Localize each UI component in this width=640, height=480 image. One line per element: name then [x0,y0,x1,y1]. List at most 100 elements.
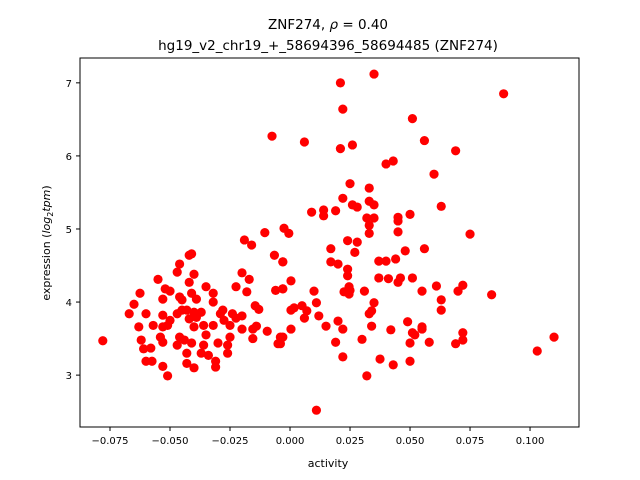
data-point [158,337,168,347]
data-point [163,371,173,381]
data-point [237,268,247,278]
data-point [338,352,348,362]
data-point [124,309,134,319]
data-point [381,256,391,266]
data-point [165,315,175,325]
data-point [225,320,235,331]
data-point [352,237,362,247]
data-point [199,320,209,331]
data-point [436,295,446,305]
data-point [244,274,254,284]
data-point [158,310,168,320]
data-point [333,316,343,326]
data-point [369,69,379,79]
data-point [148,320,158,331]
data-point [395,273,406,283]
data-point [338,193,348,203]
data-point [98,336,108,346]
data-point [326,257,336,267]
data-point [208,297,218,307]
data-point [172,267,182,277]
chart-title-line2: hg19_v2_chr19_+_58694396_58694485 (ZNF27… [158,38,498,54]
plot-frame [79,57,580,428]
data-point [260,228,270,238]
data-point [407,273,418,283]
data-point [465,229,475,239]
data-point [267,131,277,141]
data-point [352,202,362,212]
data-point [158,361,168,371]
data-point [393,227,403,237]
ylabel-suffix: ) [40,185,53,189]
data-point [532,346,542,356]
data-point [271,285,281,295]
title-rho-value: = 0.40 [338,17,388,33]
data-point [419,135,430,146]
y-tick-label: 7 [66,79,72,90]
title-gene: ZNF274, [268,17,329,33]
data-point [139,344,149,354]
data-point [383,274,394,284]
data-point [314,311,324,321]
data-point [362,213,372,223]
data-point [343,271,353,281]
data-point [203,350,214,360]
x-tick-label: 0.100 [516,436,545,447]
data-point [331,337,341,347]
data-point [369,213,379,223]
data-point [208,320,218,331]
data-point [289,303,299,313]
data-point [254,304,264,314]
data-point [299,313,310,323]
data-point [499,89,509,99]
data-point [141,309,151,319]
data-point [189,363,199,373]
data-point [374,273,384,283]
data-point [335,78,346,88]
data-point [388,360,398,370]
x-tick-label: −0.075 [91,436,128,447]
data-point [431,281,442,291]
data-point [338,324,348,334]
data-point [208,288,218,298]
title-rho: ρ [329,17,338,33]
data-point [347,140,358,150]
data-point [196,307,206,317]
data-point [201,282,211,292]
data-point [357,334,367,344]
data-point [211,362,221,372]
data-point [251,321,262,331]
data-point [364,183,374,193]
x-tick-label: −0.025 [212,436,249,447]
data-point [407,114,418,124]
data-point [184,314,194,324]
data-point [307,207,317,217]
data-point [405,356,415,366]
data-point [273,339,283,349]
data-point [187,338,197,348]
data-point [326,244,336,254]
data-point [424,337,434,347]
data-point [364,309,374,319]
data-point [136,335,146,345]
data-point [242,287,252,297]
data-point [299,137,310,147]
data-point [458,280,468,290]
data-point [196,348,206,358]
data-point [129,299,139,309]
data-point [248,333,258,344]
data-point [362,371,372,381]
data-point [146,343,156,353]
data-point [417,324,427,334]
data-point [237,324,247,334]
data-point [184,277,194,287]
data-point [364,228,374,238]
data-point [338,104,348,114]
data-point [223,340,233,350]
data-point [213,338,223,348]
data-point [262,326,272,336]
y-tick-label: 4 [66,298,72,309]
data-point [386,325,396,335]
data-point [175,259,185,269]
